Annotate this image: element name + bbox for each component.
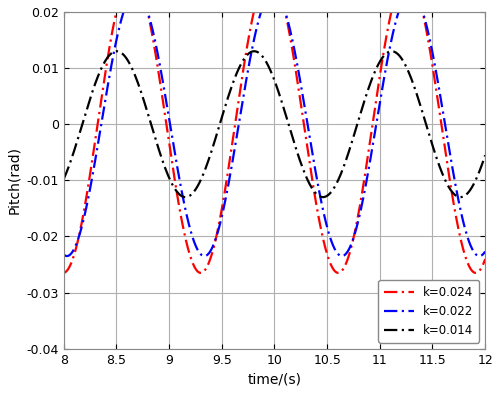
k=0.024	[482, 257, 488, 261]
k=0.014	[241, 57, 247, 62]
k=0.022	[202, 254, 207, 259]
k=0.014	[182, 195, 188, 200]
k=0.022	[482, 249, 488, 254]
k=0.024	[109, 32, 115, 37]
k=0.014	[474, 174, 480, 179]
k=0.014	[109, 51, 115, 55]
k=0.014	[134, 78, 140, 83]
k=0.014	[251, 49, 257, 53]
k=0.024	[474, 270, 480, 275]
Legend: k=0.024, k=0.022, k=0.014: k=0.024, k=0.022, k=0.014	[378, 280, 480, 343]
k=0.014	[429, 141, 435, 145]
k=0.022	[429, 47, 435, 51]
X-axis label: time/(s): time/(s)	[248, 372, 302, 386]
Line: k=0.014: k=0.014	[64, 51, 485, 197]
Line: k=0.024: k=0.024	[64, 0, 485, 273]
k=0.022	[60, 252, 66, 257]
k=0.022	[109, 61, 115, 66]
Line: k=0.022: k=0.022	[64, 0, 485, 256]
k=0.022	[474, 253, 480, 258]
k=0.014	[482, 153, 488, 158]
k=0.014	[60, 176, 66, 181]
k=0.024	[60, 270, 66, 275]
k=0.022	[241, 92, 247, 97]
k=0.024	[240, 65, 246, 70]
k=0.022	[222, 197, 228, 202]
k=0.024	[222, 186, 228, 191]
k=0.014	[222, 103, 228, 108]
k=0.024	[429, 59, 435, 64]
Y-axis label: Pitch(rad): Pitch(rad)	[7, 146, 21, 214]
k=0.024	[335, 270, 341, 275]
